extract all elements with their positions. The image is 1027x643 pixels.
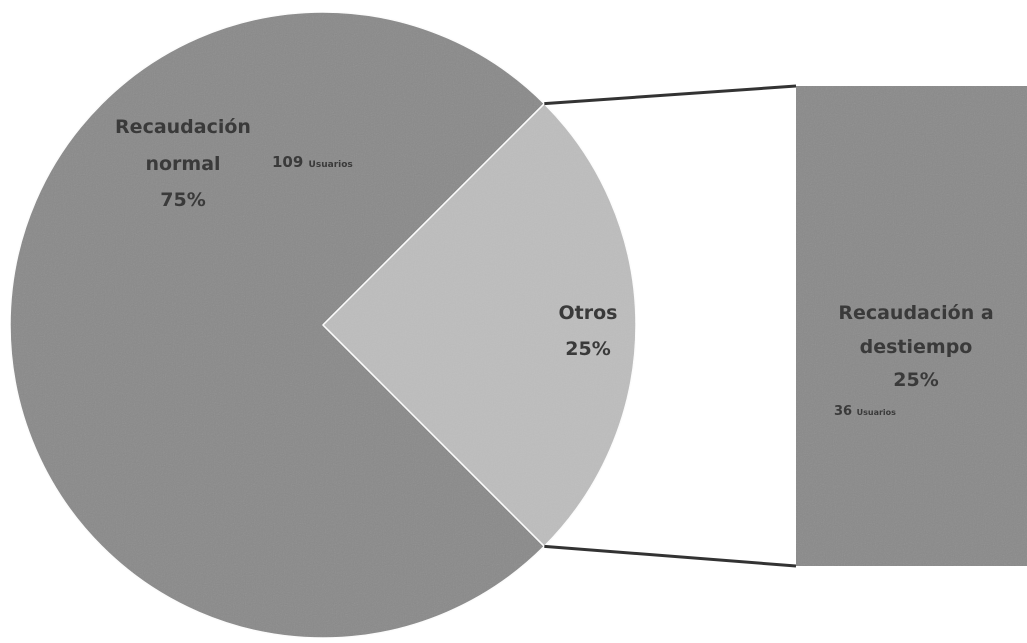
connector-lines	[544, 84, 797, 568]
label-recaudacion-destiempo-line2: destiempo	[860, 336, 973, 358]
label-otros-percent: 25%	[565, 338, 610, 360]
label-recaudacion-normal-line2: normal	[145, 153, 220, 175]
breakout-bar-recaudacion-destiempo	[796, 86, 1027, 566]
label-recaudacion-normal-percent: 75%	[160, 189, 205, 211]
pie-slice-otros	[321, 102, 637, 548]
label-recaudacion-normal-line1: Recaudación	[115, 116, 251, 138]
connector-line-bottom	[544, 544, 797, 568]
breakout-bar	[796, 86, 1027, 566]
label-recaudacion-destiempo-percent: 25%	[893, 369, 938, 391]
pie-slice-recaudacion-normal	[9, 11, 546, 639]
connector-line-top	[544, 84, 797, 106]
label-otros: Otros	[559, 302, 618, 324]
label-recaudacion-destiempo-line1: Recaudación a	[838, 302, 993, 324]
pie	[9, 11, 637, 639]
label-recaudacion-destiempo-users: 36 Usuarios	[834, 404, 896, 419]
